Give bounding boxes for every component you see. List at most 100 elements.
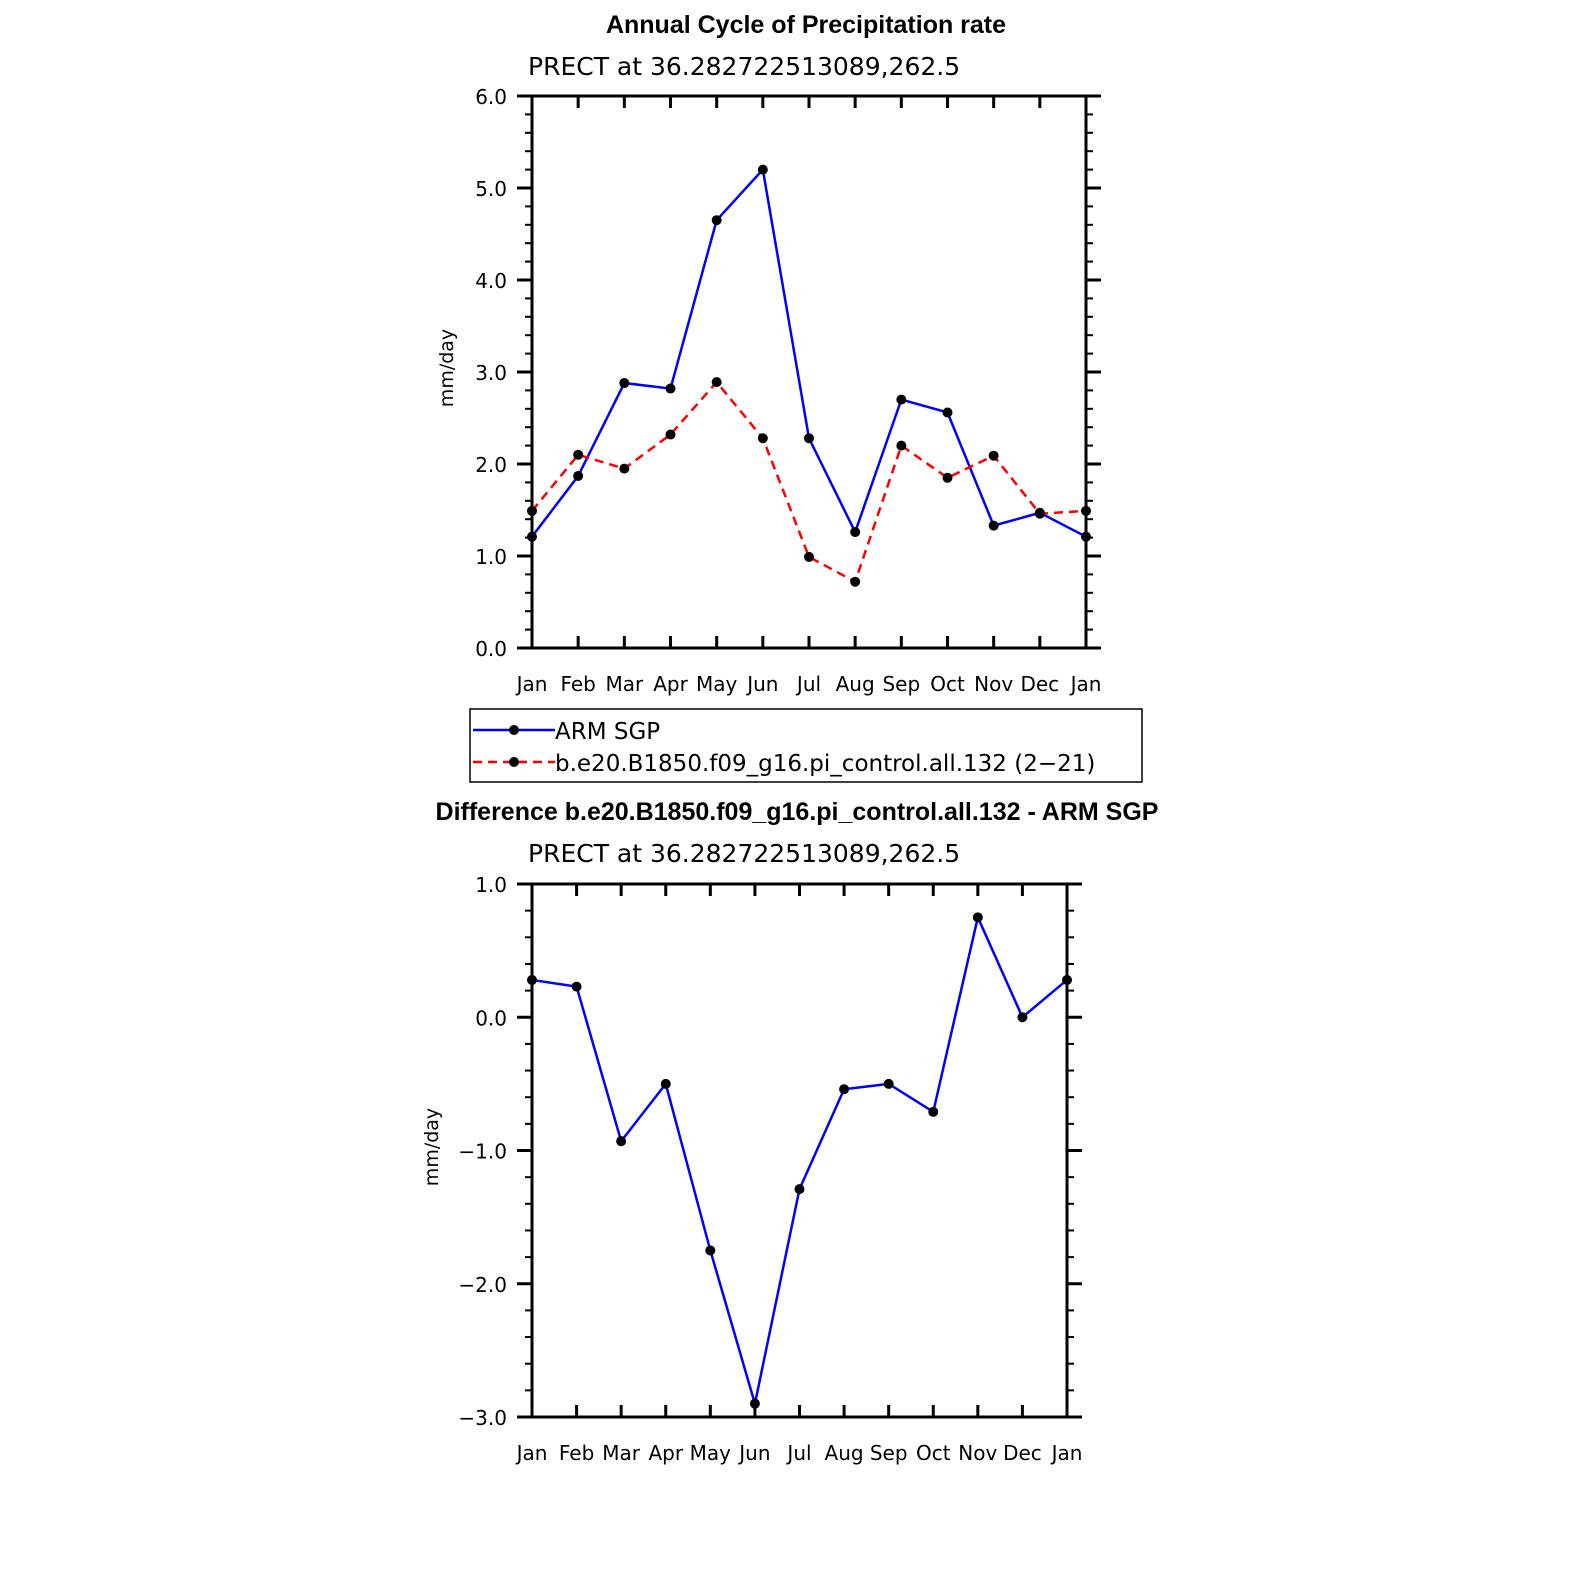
bottom-series-0-point: [883, 1078, 894, 1089]
bottom-series-group: [527, 912, 1072, 1409]
top-tick-labels: Jan Feb Mar Apr May Jun Jul Aug Sep Oct Nov Dec Jan 0…: [475, 85, 1101, 696]
bottom-series-0-line: [531, 916, 1068, 1405]
top-plot-frame: [530, 94, 1088, 650]
bottom-x-tick-label: Jun: [737, 1441, 770, 1465]
top-series-0-point: [665, 383, 676, 394]
bottom-x-tick-label: Sep: [870, 1441, 908, 1465]
bottom-x-tick-label: May: [690, 1441, 732, 1465]
bottom-series-0-point: [928, 1106, 939, 1117]
top-chart-title: Annual Cycle of Precipitation rate: [606, 11, 1006, 39]
chart-top: Annual Cycle of Precipitation rate PRECT…: [436, 11, 1101, 696]
bottom-plot-frame: [530, 882, 1069, 1419]
top-x-tick-label: Apr: [653, 672, 688, 696]
top-series-0-point: [527, 531, 537, 542]
top-y-tick-label: 1.0: [475, 545, 507, 569]
top-x-tick-label: Feb: [560, 672, 595, 696]
bottom-plot-area: [517, 882, 1082, 1419]
bottom-y-tick-label: 0.0: [475, 1006, 507, 1030]
top-y-axis-label: mm/day: [436, 329, 458, 407]
bottom-series-0-point: [1062, 974, 1072, 985]
top-series-0-point: [804, 433, 814, 444]
top-x-tick-label: Jun: [745, 672, 778, 696]
top-series-0-point: [619, 378, 630, 389]
top-y-tick-label: 3.0: [475, 361, 507, 385]
top-y-tick-label: 0.0: [475, 637, 507, 661]
bottom-x-tick-label: Jan: [1050, 1441, 1083, 1465]
top-x-tick-label: Sep: [882, 672, 920, 696]
top-x-tick-label: Jan: [1069, 672, 1102, 696]
top-series-1-point: [988, 450, 999, 461]
top-x-tick-label: Oct: [930, 672, 965, 696]
top-series-0-point: [573, 470, 584, 481]
top-series-1-line: [531, 380, 1087, 584]
top-series-0-point: [896, 394, 907, 405]
bottom-series-0-point: [527, 974, 537, 985]
bottom-x-tick-label: Mar: [602, 1441, 641, 1465]
top-series-0-point: [757, 164, 768, 175]
bottom-y-tick-label: 1.0: [475, 873, 507, 897]
bottom-x-tick-label: Feb: [559, 1441, 594, 1465]
top-x-tick-label: Nov: [974, 672, 1013, 696]
bottom-x-tick-label: Nov: [958, 1441, 997, 1465]
top-series-1-point: [1081, 505, 1091, 516]
bottom-series-0-point: [794, 1184, 805, 1195]
legend: ARM SGP b.e20.B1850.f09_g16.pi_control.a…: [469, 708, 1143, 783]
legend-label-model: b.e20.B1850.f09_g16.pi_control.all.132 (…: [555, 751, 1095, 777]
top-series-1-point: [942, 472, 953, 483]
bottom-series-0-point: [616, 1136, 627, 1147]
legend-marker-model: [509, 757, 519, 767]
bottom-x-tick-label: Jan: [515, 1441, 548, 1465]
top-series-1-point: [896, 440, 907, 451]
top-series-0-line: [531, 168, 1087, 538]
bottom-series-0-point: [660, 1078, 671, 1089]
bottom-series-0-point: [571, 981, 582, 992]
top-series-1-point: [804, 551, 814, 562]
top-x-tick-label: Aug: [836, 672, 875, 696]
bottom-series-0-point: [972, 912, 983, 923]
legend-box: [469, 708, 1143, 783]
top-plot-area: [517, 94, 1101, 650]
bottom-y-tick-label: −2.0: [458, 1273, 507, 1297]
bottom-tick-labels: Jan Feb Mar Apr May Jun Jul Aug Sep Oct Nov Dec Jan−…: [458, 873, 1082, 1465]
top-series-1-point: [619, 463, 630, 474]
chart-bottom: Difference b.e20.B1850.f09_g16.pi_contro…: [421, 798, 1158, 1465]
bottom-series-0-point: [749, 1398, 760, 1409]
bottom-y-tick-label: −1.0: [458, 1140, 507, 1164]
bottom-y-axis-label: mm/day: [421, 1108, 443, 1186]
top-series-group: [527, 164, 1091, 587]
bottom-x-tick-label: Aug: [825, 1441, 864, 1465]
legend-marker-arm-sgp: [509, 725, 519, 735]
top-series-0-point: [988, 520, 999, 531]
bottom-series-0-point: [705, 1245, 716, 1256]
top-x-tick-label: May: [696, 672, 738, 696]
top-x-tick-label: Jan: [515, 672, 548, 696]
top-series-1-point: [665, 429, 676, 440]
top-series-1-point: [573, 449, 584, 460]
top-series-1-point: [527, 505, 537, 516]
top-series-1-point: [711, 377, 722, 388]
bottom-chart-subtitle: PRECT at 36.282722513089,262.5: [528, 839, 960, 868]
bottom-chart-title: Difference b.e20.B1850.f09_g16.pi_contro…: [436, 798, 1159, 826]
top-series-1-point: [757, 433, 768, 444]
top-y-tick-label: 5.0: [475, 177, 507, 201]
top-series-0-point: [1081, 531, 1091, 542]
bottom-series-0-point: [839, 1084, 850, 1095]
bottom-x-tick-label: Oct: [916, 1441, 951, 1465]
bottom-x-tick-label: Jul: [785, 1441, 811, 1465]
top-y-tick-label: 4.0: [475, 269, 507, 293]
top-series-0-point: [942, 407, 953, 418]
top-x-tick-label: Mar: [605, 672, 644, 696]
bottom-x-tick-label: Apr: [648, 1441, 683, 1465]
top-x-tick-label: Jul: [795, 672, 821, 696]
bottom-series-0-point: [1017, 1012, 1028, 1023]
bottom-x-tick-label: Dec: [1003, 1441, 1042, 1465]
top-y-tick-label: 6.0: [475, 85, 507, 109]
top-series-1-point: [1034, 508, 1045, 519]
bottom-y-tick-label: −3.0: [458, 1406, 507, 1430]
top-series-0-point: [850, 527, 861, 538]
top-series-1-point: [850, 576, 861, 587]
top-y-tick-label: 2.0: [475, 453, 507, 477]
top-series-0-point: [711, 215, 722, 226]
top-x-tick-label: Dec: [1020, 672, 1059, 696]
